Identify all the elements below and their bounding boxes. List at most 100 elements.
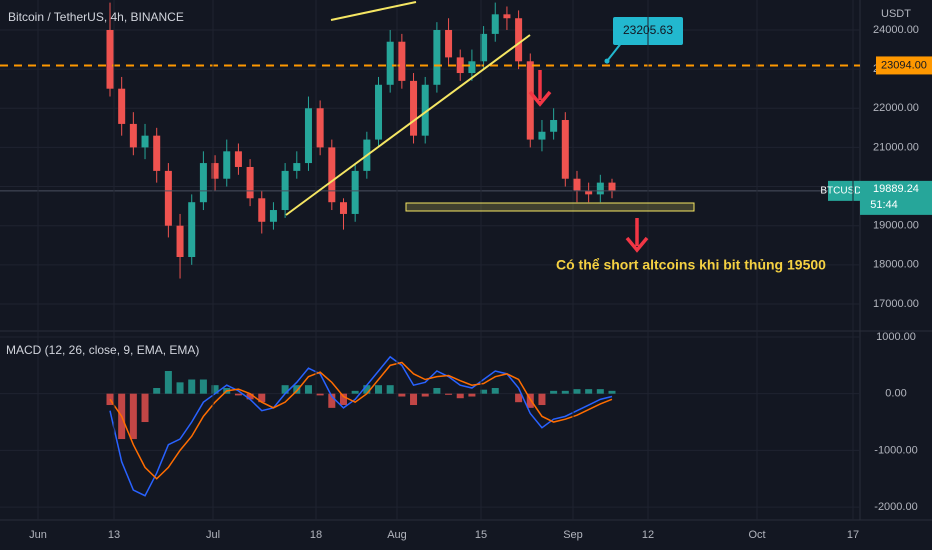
histogram-bar	[246, 393, 254, 400]
histogram-bar	[176, 382, 184, 394]
candle-body	[328, 147, 336, 203]
histogram-bar	[153, 388, 161, 394]
candle-body	[223, 151, 231, 179]
candle-body	[129, 123, 137, 148]
candle-body	[550, 120, 558, 132]
x-tick-label: Aug	[387, 529, 407, 541]
candle-body	[491, 14, 499, 34]
last-price-bg	[860, 180, 932, 215]
annotation: Có thể short altcoins khi bit thủng 1950…	[556, 257, 826, 273]
histogram-bar	[386, 385, 394, 394]
x-tick-label: Jun	[29, 529, 47, 541]
histogram-bar	[328, 393, 336, 408]
candle-body	[176, 225, 184, 258]
candle-body	[351, 170, 359, 214]
macd-line	[109, 355, 613, 497]
candle-body	[234, 151, 242, 167]
candle-body	[421, 84, 429, 136]
candle-body	[293, 163, 301, 171]
histogram-bar	[258, 393, 266, 403]
level-label: 23094.00	[881, 59, 927, 71]
candle-body	[515, 18, 523, 62]
candle-body	[304, 108, 312, 164]
candle-body	[561, 120, 569, 179]
x-tick-label: 15	[475, 529, 487, 541]
x-tick-label: 17	[847, 529, 859, 541]
chart-title: Bitcoin / TetherUS, 4h, BINANCE	[8, 10, 184, 24]
candle-body	[246, 166, 254, 199]
candle-body	[375, 84, 383, 140]
histogram-bar	[234, 393, 242, 396]
callout-pointer	[606, 41, 623, 62]
candle-body	[433, 29, 441, 85]
candle-body	[316, 108, 324, 148]
histogram-bar	[515, 393, 523, 403]
candle-body	[269, 210, 277, 222]
candle-body	[526, 61, 534, 140]
candle-body	[410, 80, 418, 136]
candle-body	[585, 190, 593, 195]
x-tick-label: Jul	[206, 529, 220, 541]
candle-body	[211, 163, 219, 179]
histogram-bar	[304, 385, 312, 394]
y-tick-label: -2000.00	[874, 501, 917, 513]
candle-body	[596, 182, 604, 195]
histogram-bar	[596, 389, 604, 394]
countdown: 51:44	[870, 199, 898, 211]
histogram-bar	[141, 393, 149, 423]
x-tick-label: 12	[642, 529, 654, 541]
histogram-bar	[375, 385, 383, 394]
trendline	[285, 34, 531, 216]
arrow	[528, 70, 552, 107]
symbol-badge-bg	[828, 180, 860, 201]
signal-line	[109, 361, 613, 480]
histogram-bar	[608, 390, 616, 394]
candle-body	[153, 135, 161, 171]
symbol-badge: BTCUSDT	[820, 186, 867, 197]
histogram-bar	[421, 393, 429, 397]
candle-body	[445, 29, 453, 58]
candle-body	[573, 178, 581, 191]
last-price: 19889.24	[873, 183, 919, 195]
level-label-bg	[876, 56, 932, 75]
callout-anchor	[604, 58, 610, 64]
histogram-bar	[433, 388, 441, 394]
candle-body	[456, 57, 464, 74]
histogram-bar	[398, 393, 406, 397]
histogram-bar	[573, 389, 581, 394]
histogram-bar	[561, 390, 569, 394]
histogram-bar	[550, 390, 558, 394]
histogram-bar	[129, 393, 137, 440]
candle-body	[538, 131, 546, 140]
histogram-bar	[293, 385, 301, 394]
x-tick-label: 18	[310, 529, 322, 541]
histogram-bar	[480, 389, 488, 394]
candle-body	[480, 33, 488, 62]
histogram-bar	[164, 371, 172, 394]
candle-body	[188, 202, 196, 258]
histogram-bar	[339, 393, 347, 406]
histogram-bar	[456, 393, 464, 399]
histogram-bar	[491, 388, 499, 394]
candle-body	[503, 14, 511, 19]
histogram-bar	[199, 379, 207, 394]
histogram-bar	[211, 385, 219, 394]
y-tick-label: 18000.00	[873, 259, 919, 271]
histogram-bar	[351, 390, 359, 394]
candle-body	[199, 163, 207, 203]
y-tick-label: 17000.00	[873, 298, 919, 310]
x-tick-label: Sep	[563, 529, 583, 541]
axis-unit: USDT	[881, 8, 911, 20]
x-tick-label: 13	[108, 529, 120, 541]
candle-body	[608, 182, 616, 191]
candle-body	[339, 202, 347, 214]
y-tick-label: 0.00	[885, 388, 906, 400]
histogram-bar	[363, 385, 371, 394]
arrow	[625, 218, 649, 253]
candle-body	[386, 41, 394, 85]
histogram-bar	[445, 393, 453, 395]
trendline	[330, 1, 417, 21]
